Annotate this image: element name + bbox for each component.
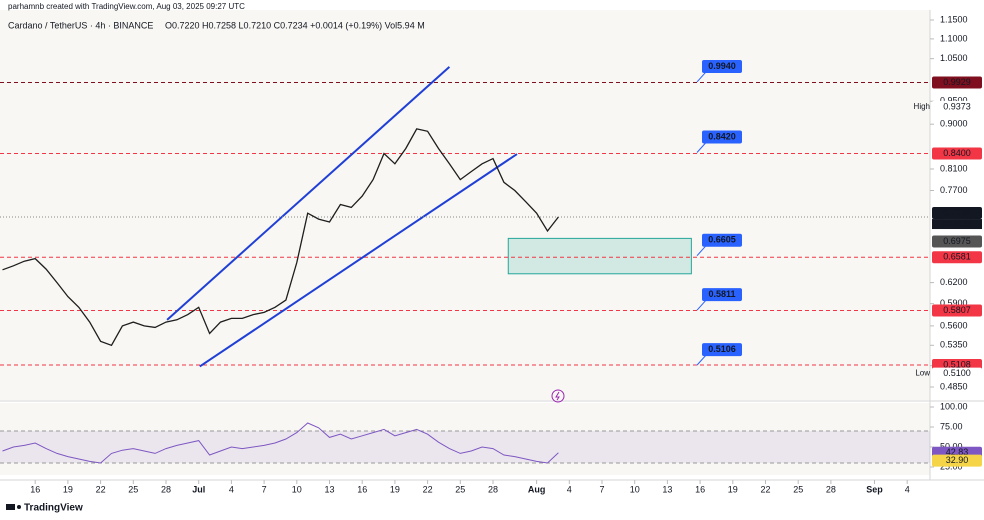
- demand-zone: [507, 237, 692, 275]
- last-price-tag-bg: [932, 207, 982, 220]
- level-tag: 0.5108: [943, 359, 971, 369]
- low-name: Low: [915, 369, 930, 378]
- rsi-tick-label: 75.00: [940, 421, 963, 431]
- x-tick-label: 25: [455, 484, 465, 494]
- rsi-line: [2, 422, 559, 464]
- x-tick-label: 16: [695, 484, 705, 494]
- callout-pointer: [696, 142, 707, 153]
- rsi-tag-bg: [932, 454, 982, 467]
- x-tick-label: 7: [262, 484, 267, 494]
- callout-label: 0.8420: [708, 131, 736, 141]
- y-tick-label: 0.5350: [940, 340, 968, 350]
- brand: TradingView: [24, 503, 83, 514]
- callout-label: 0.5811: [708, 289, 735, 299]
- x-tick-label: 4: [905, 484, 910, 494]
- y-tick-label: 1.1500: [940, 14, 968, 24]
- y-tick-label: 0.5600: [940, 320, 968, 330]
- countdown: 02:32:19: [941, 219, 973, 228]
- y-tick-label: 0.9000: [940, 119, 968, 129]
- x-tick-label: 22: [423, 484, 433, 494]
- y-tick-label: 0.6200: [940, 277, 968, 287]
- rsi-band: [0, 431, 930, 463]
- x-tick-label: 4: [567, 484, 572, 494]
- y-tick-label: 0.9500: [940, 96, 968, 106]
- price-pane: [0, 10, 930, 400]
- high-tag-bg: [932, 100, 982, 113]
- x-tick-label: 7: [599, 484, 604, 494]
- y-tick-label: 0.4850: [940, 381, 968, 391]
- callout-box: [702, 233, 742, 247]
- y-tick-label: 0.8100: [940, 163, 968, 173]
- last-price-tag: 0.7234: [943, 207, 971, 217]
- rsi-tick-label: 50.00: [940, 441, 963, 451]
- x-tick-label: Aug: [528, 484, 546, 494]
- level-tag: 0.8400: [943, 148, 971, 158]
- x-tick-label: 19: [63, 484, 73, 494]
- x-tick-label: 16: [357, 484, 367, 494]
- y-tick-label: 0.5900: [940, 298, 968, 308]
- prev-close-tag-bg: [932, 235, 982, 248]
- callout-pointer: [696, 354, 707, 366]
- price-line: [2, 128, 559, 347]
- callout-label: 0.5106: [708, 344, 736, 354]
- x-tick-label: 10: [292, 484, 302, 494]
- ohlc: O0.7220 H0.7258 L0.7210 C0.7234 +0.0014 …: [165, 20, 425, 30]
- high-name: High: [914, 102, 930, 111]
- callout-pointer: [696, 245, 707, 257]
- logo: [6, 504, 21, 510]
- x-tick-label: Sep: [866, 484, 883, 494]
- x-tick-label: 28: [161, 484, 171, 494]
- x-tick-label: 13: [324, 484, 334, 494]
- low-tag-bg: [932, 367, 982, 380]
- level-tag-bg: [932, 76, 982, 89]
- high-tag: 0.9373: [943, 101, 971, 111]
- level-tag-bg: [932, 304, 982, 317]
- level-tag-bg: [932, 251, 982, 264]
- callout-box: [702, 343, 742, 357]
- x-tick-label: 19: [728, 484, 738, 494]
- credit: parhamnb created with TradingView.com, A…: [8, 2, 245, 11]
- level-tag: 0.5807: [943, 305, 971, 315]
- callout-box: [702, 130, 742, 144]
- callout-pointer: [696, 299, 707, 311]
- y-tick-label: 1.0500: [940, 53, 968, 63]
- x-tick-label: 10: [630, 484, 640, 494]
- countdown-bg: [932, 219, 982, 230]
- x-tick-label: 16: [30, 484, 40, 494]
- x-tick-label: 28: [826, 484, 836, 494]
- x-tick-label: 22: [96, 484, 106, 494]
- rsi-tag: 32.90: [946, 455, 969, 465]
- y-tick-label: 1.1000: [940, 33, 968, 43]
- x-tick-label: 28: [488, 484, 498, 494]
- level-tag: 0.9929: [943, 77, 971, 87]
- trendline: [199, 153, 518, 368]
- callout-label: 0.9940: [708, 61, 736, 71]
- symbol: Cardano / TetherUS · 4h · BINANCE: [8, 20, 153, 30]
- x-tick-label: Jul: [192, 484, 205, 494]
- y-tick-label: 0.7700: [940, 185, 968, 195]
- callout-pointer: [696, 71, 707, 83]
- level-tag: 0.6581: [943, 252, 971, 262]
- rsi-tick-label: 100.00: [940, 401, 968, 411]
- callout-box: [702, 288, 742, 302]
- low-tag: 0.5100: [943, 368, 971, 378]
- x-tick-label: 4: [229, 484, 234, 494]
- trendline: [166, 66, 451, 321]
- alert-icon[interactable]: [551, 389, 565, 403]
- prev-close-tag: 0.6975: [943, 236, 971, 246]
- x-tick-label: 25: [128, 484, 138, 494]
- x-tick-label: 13: [662, 484, 672, 494]
- x-tick-label: 19: [390, 484, 400, 494]
- callout-box: [702, 59, 742, 73]
- level-tag-bg: [932, 147, 982, 160]
- x-tick-label: 22: [760, 484, 770, 494]
- x-tick-label: 25: [793, 484, 803, 494]
- callout-label: 0.6605: [708, 235, 736, 245]
- rsi-tag: 42.83: [946, 447, 969, 457]
